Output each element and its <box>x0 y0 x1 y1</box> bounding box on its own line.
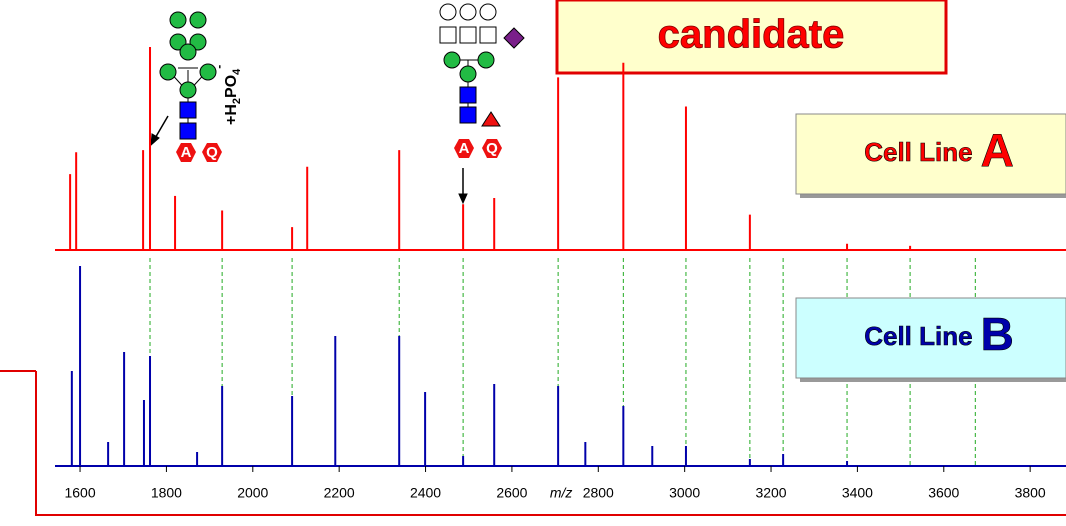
residue-label: Q <box>206 144 218 161</box>
label-part: 2 <box>231 98 243 104</box>
left-glycan <box>150 11 222 162</box>
x-tick-label: 3000 <box>669 485 700 501</box>
residue-label: A <box>459 140 470 157</box>
legend-box <box>795 113 1066 195</box>
label-part: PO <box>223 75 240 98</box>
x-tick-label: 2800 <box>583 485 614 501</box>
legend-name: Cell Line <box>864 137 972 167</box>
x-tick-label: 1800 <box>151 485 182 501</box>
x-axis-label: m/z <box>550 485 573 501</box>
x-tick-label: 3400 <box>842 485 873 501</box>
legend-entry: Cell Line A <box>864 124 1014 176</box>
right-glycan <box>439 3 525 205</box>
residue-label: A <box>181 144 192 161</box>
x-tick-label: 1600 <box>64 485 95 501</box>
phosphate-label: +H2PO4 - <box>212 65 243 125</box>
legend-box <box>795 297 1066 379</box>
residue-label: Q <box>486 140 498 157</box>
legend-entry: Cell Line B <box>864 308 1014 360</box>
title-box <box>555 0 948 75</box>
x-tick-label: 2000 <box>237 485 268 501</box>
legend-tag: A <box>981 124 1014 176</box>
label-part: 4 <box>231 68 243 75</box>
legend-name: Cell Line <box>864 321 972 351</box>
x-tick-label: 2400 <box>410 485 441 501</box>
label-part: +H <box>223 104 240 125</box>
x-tick-label: 3200 <box>755 485 786 501</box>
frame <box>35 371 1066 516</box>
chart-title: candidate <box>658 13 845 57</box>
legend-tag: B <box>981 308 1014 360</box>
label-part: - <box>212 65 226 69</box>
x-tick-label: 3800 <box>1015 485 1046 501</box>
x-tick-label: 3600 <box>928 485 959 501</box>
x-tick-label: 2600 <box>496 485 527 501</box>
x-tick-label: 2200 <box>324 485 355 501</box>
